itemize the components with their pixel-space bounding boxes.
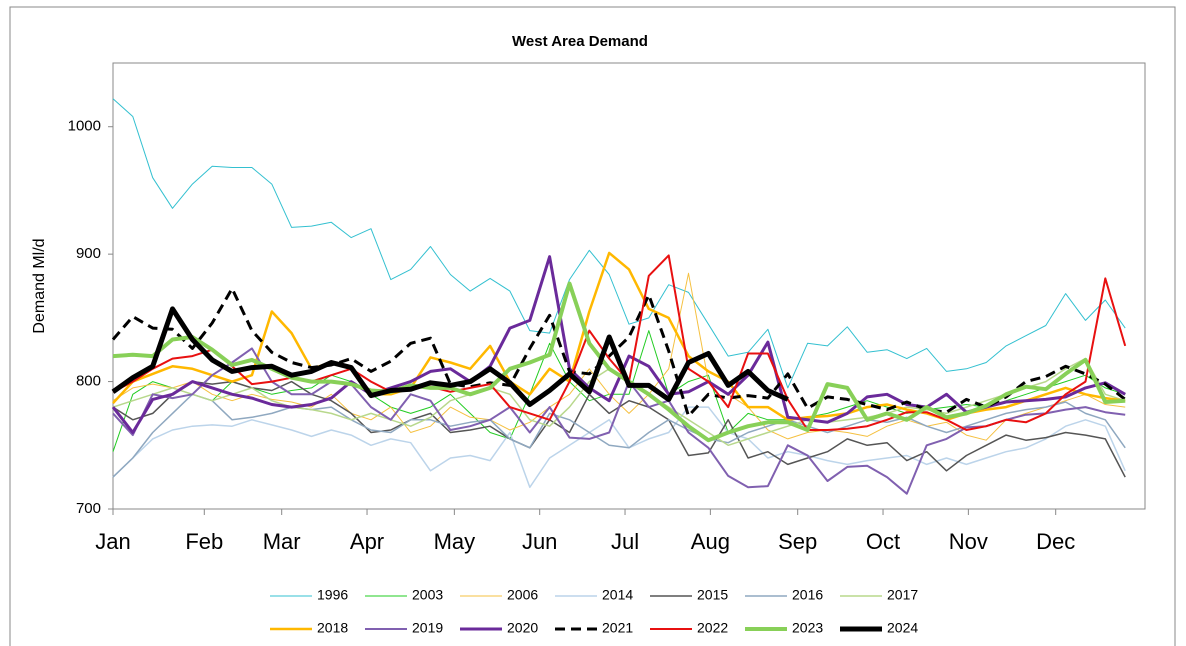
legend-label: 2014	[602, 587, 633, 603]
legend-label: 2024	[887, 620, 918, 636]
x-tick-label: Aug	[691, 529, 730, 554]
x-tick-label: May	[434, 529, 476, 554]
x-tick-label: Mar	[263, 529, 301, 554]
plot-area	[112, 62, 1146, 510]
legend-label: 1996	[317, 587, 348, 603]
x-tick-label: Apr	[350, 529, 384, 554]
series-line	[111, 255, 1126, 434]
series-line	[112, 393, 1126, 478]
legend-label: 2023	[792, 620, 823, 636]
legend-label: 2020	[507, 620, 538, 636]
x-tick-label: Jul	[611, 529, 639, 554]
series-line	[112, 254, 1127, 431]
y-tick-label: 1000	[68, 118, 101, 135]
y-tick-label: 900	[76, 245, 101, 262]
series-line	[112, 347, 1126, 495]
legend-label: 2018	[317, 620, 348, 636]
x-tick-label: Nov	[949, 529, 988, 554]
x-tick-label: Feb	[185, 529, 223, 554]
legend-label: 2022	[697, 620, 728, 636]
series-line	[111, 287, 1127, 418]
x-tick-label: Jun	[522, 529, 557, 554]
x-tick-label: Jan	[95, 529, 130, 554]
x-tick-label: Sep	[778, 529, 817, 554]
y-axis-label: Demand Ml/d	[31, 238, 48, 333]
legend-label: 2017	[887, 587, 918, 603]
legend-label: 2019	[412, 620, 443, 636]
legend-label: 2015	[697, 587, 728, 603]
legend-label: 2006	[507, 587, 538, 603]
series-line	[111, 306, 789, 407]
chart-title: West Area Demand	[512, 33, 648, 50]
series-line	[112, 330, 1126, 452]
x-tick-label: Oct	[866, 529, 900, 554]
y-tick-label: 800	[76, 373, 101, 390]
series-line	[112, 98, 1126, 389]
legend-label: 2016	[792, 587, 823, 603]
chart-border	[9, 6, 1176, 646]
series-line	[112, 406, 1126, 489]
legend-label: 2021	[602, 620, 633, 636]
legend-label: 2003	[412, 587, 443, 603]
x-tick-label: Dec	[1036, 529, 1075, 554]
y-tick-label: 700	[76, 500, 101, 517]
